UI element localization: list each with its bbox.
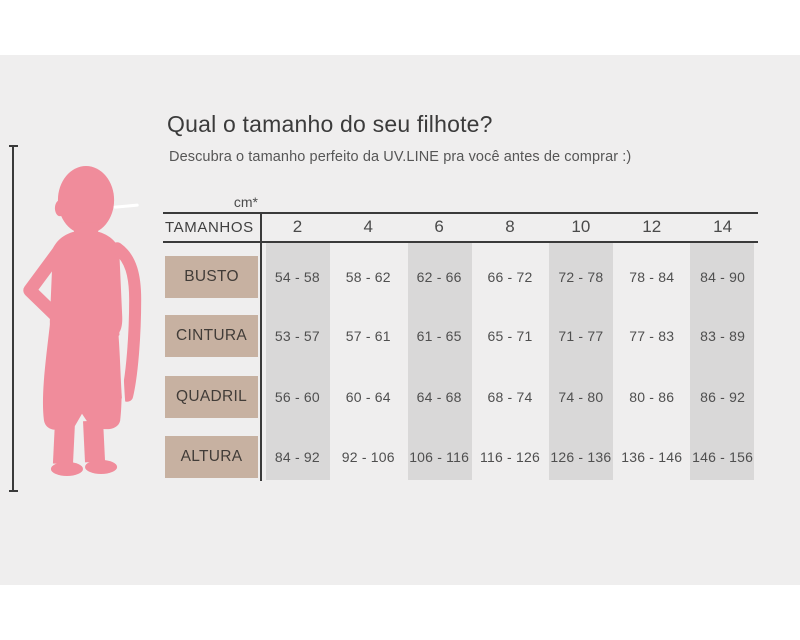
- table-cell: 92 - 106: [341, 449, 395, 465]
- face-highlight-dash: [113, 203, 139, 209]
- silhouette-arm-akimbo: [23, 241, 72, 332]
- table-cell: 116 - 126: [480, 449, 540, 465]
- row-values: 84 - 92 92 - 106 106 - 116 116 - 126 126…: [262, 449, 758, 465]
- column-stripe: [266, 243, 330, 480]
- table-cell: 83 - 89: [700, 328, 746, 344]
- table-cell: 57 - 61: [345, 328, 391, 344]
- table-cell: 86 - 92: [700, 389, 746, 405]
- table-row-altura: ALTURA 84 - 92 92 - 106 106 - 116 116 - …: [165, 436, 758, 478]
- size-column-header: 14: [713, 217, 733, 236]
- table-cell: 78 - 84: [629, 269, 675, 285]
- table-cell: 60 - 64: [345, 389, 391, 405]
- page-title: Qual o tamanho do seu filhote?: [167, 111, 493, 137]
- table-cell: 54 - 58: [274, 269, 320, 285]
- column-stripe: [408, 243, 472, 480]
- table-cell: 77 - 83: [629, 328, 675, 344]
- table-cell: 56 - 60: [274, 389, 320, 405]
- row-label: BUSTO: [165, 256, 258, 298]
- table-rule-mid: [163, 241, 758, 243]
- table-row-quadril: QUADRIL 56 - 60 60 - 64 64 - 68 68 - 74 …: [165, 376, 758, 418]
- table-cell: 106 - 116: [409, 449, 470, 465]
- table-cell: 58 - 62: [345, 269, 391, 285]
- size-column-header: 10: [571, 217, 591, 236]
- size-column-header: 4: [363, 217, 374, 236]
- table-cell: 80 - 86: [629, 389, 675, 405]
- table-row-cintura: CINTURA 53 - 57 57 - 61 61 - 65 65 - 71 …: [165, 315, 758, 357]
- size-columns: 2 4 6 8 10 12 14: [262, 217, 758, 237]
- table-cell: 72 - 78: [558, 269, 604, 285]
- table-cell: 71 - 77: [558, 328, 604, 344]
- table-cell: 53 - 57: [274, 328, 320, 344]
- row-label: CINTURA: [165, 315, 258, 357]
- table-cell: 84 - 92: [274, 449, 320, 465]
- table-cell: 74 - 80: [558, 389, 604, 405]
- child-silhouette: [23, 166, 142, 476]
- page-subtitle: Descubra o tamanho perfeito da UV.LINE p…: [169, 149, 632, 165]
- row-values: 53 - 57 57 - 61 61 - 65 65 - 71 71 - 77 …: [262, 328, 758, 344]
- row-label: ALTURA: [165, 436, 258, 478]
- table-cell: 65 - 71: [487, 328, 533, 344]
- column-stripe: [690, 243, 754, 480]
- size-column-header: 8: [505, 217, 515, 236]
- table-cell: 62 - 66: [416, 269, 462, 285]
- table-cell: 126 - 136: [550, 449, 612, 465]
- column-stripe: [549, 243, 613, 480]
- table-cell: 84 - 90: [700, 269, 746, 285]
- height-measure-line: [9, 145, 18, 492]
- table-cell: 61 - 65: [416, 328, 462, 344]
- table-cell: 68 - 74: [487, 389, 533, 405]
- table-header-row: TAMANHOS 2 4 6 8 10 12 14: [165, 213, 758, 241]
- size-column-header: 2: [292, 217, 303, 236]
- row-label: QUADRIL: [165, 376, 258, 418]
- size-column-header: 12: [642, 217, 662, 236]
- unit-note: cm*: [233, 194, 258, 210]
- table-row-busto: BUSTO 54 - 58 58 - 62 62 - 66 66 - 72 72…: [165, 256, 758, 298]
- table-cell: 66 - 72: [487, 269, 533, 285]
- table-cell: 64 - 68: [416, 389, 462, 405]
- row-values: 56 - 60 60 - 64 64 - 68 68 - 74 74 - 80 …: [262, 389, 758, 405]
- table-cell: 146 - 156: [692, 449, 754, 465]
- table-header-label: TAMANHOS: [165, 218, 254, 236]
- table-rule-top: [163, 212, 758, 214]
- row-values: 54 - 58 58 - 62 62 - 66 66 - 72 72 - 78 …: [262, 269, 758, 285]
- silhouette-head: [57, 166, 115, 235]
- size-column-header: 6: [434, 217, 444, 236]
- table-rule-vertical: [260, 212, 262, 481]
- table-cell: 136 - 146: [621, 449, 683, 465]
- silhouette-arm-hanging: [111, 242, 142, 402]
